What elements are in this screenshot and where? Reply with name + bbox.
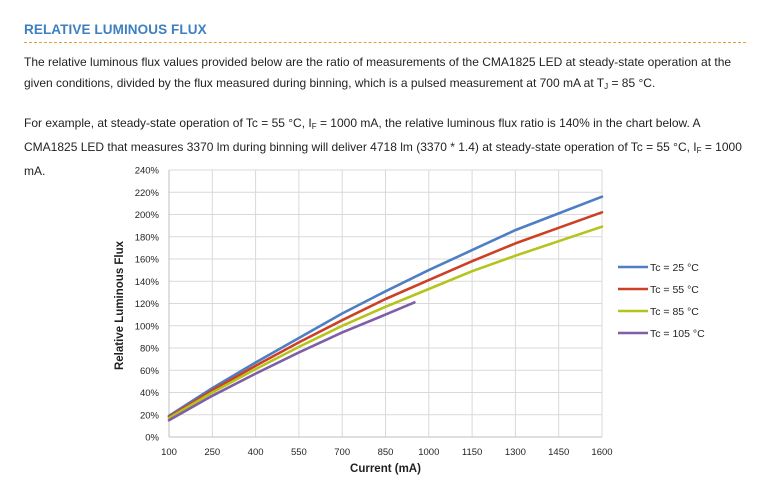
example-sub-f1: F bbox=[311, 122, 317, 131]
y-tick-label: 20% bbox=[140, 410, 160, 421]
y-tick-label: 100% bbox=[135, 321, 160, 332]
y-axis-title: Relative Luminous Flux bbox=[114, 240, 126, 370]
x-tick-label: 1450 bbox=[548, 447, 569, 458]
chart-series bbox=[167, 195, 604, 422]
y-tick-label: 180% bbox=[135, 232, 160, 243]
y-tick-label: 220% bbox=[135, 188, 160, 199]
x-tick-label: 1600 bbox=[591, 447, 612, 458]
intro-text-a: The relative luminous flux values provid… bbox=[24, 55, 732, 90]
y-tick-label: 40% bbox=[140, 388, 160, 399]
intro-sub-j: J bbox=[604, 82, 609, 91]
y-tick-label: 0% bbox=[145, 433, 159, 444]
chart-grid bbox=[168, 169, 603, 438]
intro-paragraph: The relative luminous flux values provid… bbox=[24, 52, 750, 97]
series-line-2 bbox=[167, 225, 604, 420]
legend-label-2: Tc = 85 °C bbox=[650, 306, 699, 318]
x-tick-label: 1150 bbox=[462, 447, 482, 458]
chart-ticks: 0% 20% 40% 60% 80% 100% 120% 140% 160% 180% 200% 22… bbox=[135, 166, 613, 459]
x-tick-label: 250 bbox=[204, 447, 220, 458]
x-tick-label: 100 bbox=[161, 447, 177, 458]
legend-label-1: Tc = 55 °C bbox=[650, 284, 699, 296]
title-divider bbox=[24, 42, 746, 43]
x-tick-label: 700 bbox=[334, 447, 350, 458]
y-tick-label: 240% bbox=[135, 166, 160, 177]
example-text-b: = 1000 mA, the relative luminous flux ra… bbox=[24, 116, 700, 154]
x-tick-label: 850 bbox=[378, 447, 394, 458]
y-tick-label: 80% bbox=[140, 344, 160, 355]
example-text-c: = 1000 mA. bbox=[24, 140, 742, 178]
chart-legend: Tc = 25 °C Tc = 55 °C Tc = 85 °C Tc = 105 °… bbox=[618, 262, 705, 340]
y-tick-label: 60% bbox=[140, 366, 160, 377]
legend-label-3: Tc = 105 °C bbox=[650, 328, 705, 340]
x-tick-label: 1300 bbox=[505, 447, 526, 458]
x-tick-label: 400 bbox=[248, 447, 264, 458]
series-line-0 bbox=[167, 195, 604, 418]
intro-text-b: = 85 °C. bbox=[608, 76, 656, 90]
section-title: RELATIVE LUMINOUS FLUX bbox=[24, 22, 207, 37]
y-tick-label: 140% bbox=[135, 277, 160, 288]
example-paragraph: For example, at steady-state operation o… bbox=[24, 113, 750, 182]
series-line-1 bbox=[167, 211, 604, 419]
x-axis-title: Current (mA) bbox=[350, 463, 421, 475]
example-text-a: For example, at steady-state operation o… bbox=[24, 116, 312, 130]
series-line-3 bbox=[167, 301, 416, 422]
legend-label-0: Tc = 25 °C bbox=[650, 262, 699, 274]
y-tick-label: 200% bbox=[135, 210, 160, 221]
x-tick-label: 1000 bbox=[418, 447, 439, 458]
y-tick-label: 160% bbox=[135, 255, 160, 266]
x-tick-label: 550 bbox=[291, 447, 307, 458]
example-sub-f2: F bbox=[696, 146, 702, 155]
y-tick-label: 120% bbox=[135, 299, 160, 310]
